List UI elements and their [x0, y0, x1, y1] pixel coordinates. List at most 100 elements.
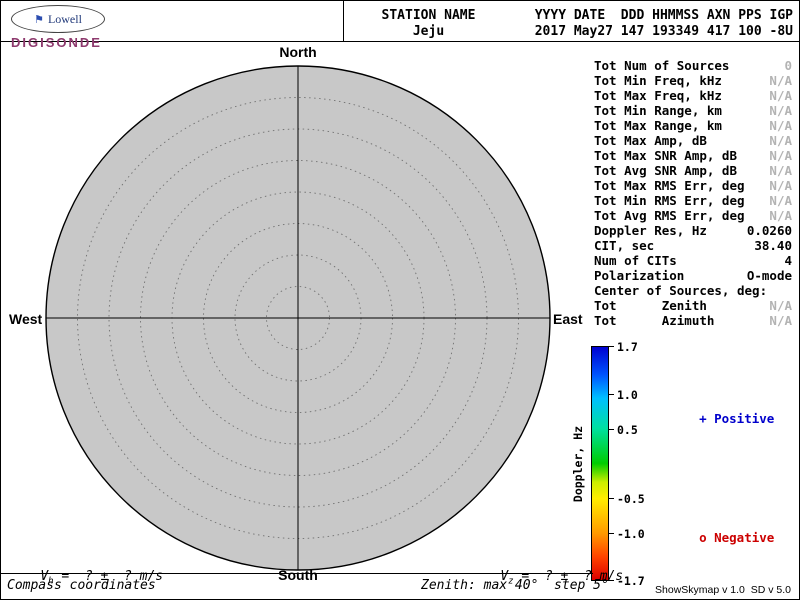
colorbar-tick	[609, 346, 614, 347]
stat-row-max-amp: Tot Max Amp, dB N/A	[594, 133, 792, 148]
stat-label: Num of CITs	[594, 253, 677, 268]
stat-label: Polarization	[594, 268, 685, 283]
stat-row-max-freq: Tot Max Freq, kHz N/A	[594, 88, 792, 103]
stat-row-center-header: Center of Sources, deg:	[594, 283, 792, 298]
stat-value: N/A	[769, 193, 792, 208]
vz-velocity-annotation: Vz = ? ± ? m/s	[469, 554, 624, 599]
compass-label-east: East	[553, 311, 583, 327]
vz-value: = ? ± ? m/s	[513, 569, 624, 584]
stat-label: Tot Min Range, km	[594, 103, 722, 118]
stat-value: 0	[784, 58, 792, 73]
station-name-value: Jeju	[412, 24, 445, 39]
stat-row-num-cits: Num of CITs 4	[594, 253, 792, 268]
vh-symbol: V	[40, 569, 49, 584]
stats-panel: Tot Num of Sources 0 Tot Min Freq, kHz N/A…	[594, 58, 792, 328]
zenith-scale-note: Zenith: max 40° step 5°	[421, 578, 609, 593]
stat-value: O-mode	[746, 268, 792, 283]
stat-label: Tot Max Amp, dB	[594, 133, 707, 148]
stat-label: Tot Max Range, km	[594, 118, 722, 133]
stat-row-min-freq: Tot Min Freq, kHz N/A	[594, 73, 792, 88]
stat-value: N/A	[769, 118, 792, 133]
legend-negative: o Negative	[669, 515, 774, 560]
stat-value: N/A	[769, 148, 792, 163]
stat-label: CIT, sec	[594, 238, 655, 253]
vh-value: = ? ± ? m/s	[53, 569, 164, 584]
colorbar-tick-label: -0.5	[617, 492, 645, 506]
stat-row-max-snr: Tot Max SNR Amp, dB N/A	[594, 148, 792, 163]
lowell-logo: ⚑ Lowell DIGISONDE	[11, 5, 105, 50]
doppler-colorbar	[591, 346, 609, 581]
stat-row-tot-azimuth: Tot Azimuth N/A	[594, 313, 792, 328]
stat-value: 38.40	[754, 238, 792, 253]
vz-symbol: V	[500, 569, 509, 584]
colorbar-tick-label: -1.0	[617, 527, 645, 541]
legend-positive-label: Positive	[714, 411, 775, 426]
stat-value: N/A	[769, 88, 792, 103]
stat-row-avg-snr: Tot Avg SNR Amp, dB N/A	[594, 163, 792, 178]
stat-row-max-rms: Tot Max RMS Err, deg N/A	[594, 178, 792, 193]
colorbar-tick	[609, 580, 614, 581]
stat-row-avg-rms: Tot Avg RMS Err, deg N/A	[594, 208, 792, 223]
stat-value: N/A	[769, 208, 792, 223]
stat-value: N/A	[769, 178, 792, 193]
header-left-divider	[343, 1, 344, 41]
stat-value: N/A	[769, 133, 792, 148]
colorbar-tick	[609, 394, 614, 395]
stat-row-min-range: Tot Min Range, km N/A	[594, 103, 792, 118]
stat-label: Tot Max SNR Amp, dB	[594, 148, 737, 163]
stat-value: N/A	[769, 73, 792, 88]
stat-label: Tot Avg SNR Amp, dB	[594, 163, 737, 178]
stat-value: N/A	[769, 163, 792, 178]
stat-value: N/A	[769, 103, 792, 118]
colorbar-tick	[609, 498, 614, 499]
datetime-fields-header: YYYY DATE DDD HHMMSS AXN PPS IGP	[534, 8, 793, 23]
stat-label: Tot Num of Sources	[594, 58, 730, 73]
compass-label-west: West	[9, 311, 43, 327]
colorbar-tick	[609, 429, 614, 430]
stat-row-num-sources: Tot Num of Sources 0	[594, 58, 792, 73]
colorbar-tick-label: 1.7	[617, 340, 638, 354]
stat-label: Tot Min RMS Err, deg	[594, 193, 745, 208]
stat-row-tot-zenith: Tot Zenith N/A	[594, 298, 792, 313]
stat-row-max-range: Tot Max Range, km N/A	[594, 118, 792, 133]
compass-label-south: South	[278, 567, 318, 583]
footer-rule	[1, 573, 593, 574]
vz-subscript: z	[508, 576, 514, 587]
stat-row-min-rms: Tot Min RMS Err, deg N/A	[594, 193, 792, 208]
stat-label: Tot Azimuth	[594, 313, 715, 328]
lowell-logo-oval: ⚑ Lowell	[11, 5, 105, 33]
logo-brand-text: Lowell	[47, 11, 82, 26]
plus-marker-icon: +	[699, 411, 707, 426]
stat-label: Tot Avg RMS Err, deg	[594, 208, 745, 223]
stat-label: Center of Sources, deg:	[594, 283, 768, 298]
stat-value: N/A	[769, 298, 792, 313]
vh-subscript: h	[48, 576, 54, 587]
stat-label: Tot Max Freq, kHz	[594, 88, 722, 103]
stat-label: Tot Min Freq, kHz	[594, 73, 722, 88]
station-name-header: STATION NAME	[381, 8, 476, 23]
datetime-fields-value: 2017 May27 147 193349 417 100 -8U	[534, 24, 793, 39]
vh-velocity-annotation: Vh = ? ± ? m/s	[9, 554, 164, 599]
stat-value: 4	[784, 253, 792, 268]
logo-product-text: DIGISONDE	[11, 35, 102, 50]
stat-value: 0.0260	[746, 223, 792, 238]
stat-label: Tot Zenith	[594, 298, 707, 313]
colorbar-tick-label: -1.7	[617, 574, 645, 588]
version-text: ShowSkymap v 1.0 SD v 5.0	[655, 584, 791, 596]
legend-positive: + Positive	[669, 396, 774, 441]
compass-label-north: North	[279, 44, 317, 60]
legend-negative-label: Negative	[714, 530, 775, 545]
flag-icon: ⚑	[34, 13, 44, 26]
circle-marker-icon: o	[699, 530, 707, 545]
header-bottom-rule	[1, 41, 799, 42]
stat-value: N/A	[769, 313, 792, 328]
skymap-plot	[45, 65, 551, 571]
colorbar-tick-label: 1.0	[617, 388, 638, 402]
colorbar-axis-label: Doppler, Hz	[571, 425, 585, 503]
stat-label: Doppler Res, Hz	[594, 223, 707, 238]
colorbar-tick-label: 0.5	[617, 423, 638, 437]
stat-row-polarization: Polarization O-mode	[594, 268, 792, 283]
stat-row-cit: CIT, sec 38.40	[594, 238, 792, 253]
colorbar-tick	[609, 533, 614, 534]
